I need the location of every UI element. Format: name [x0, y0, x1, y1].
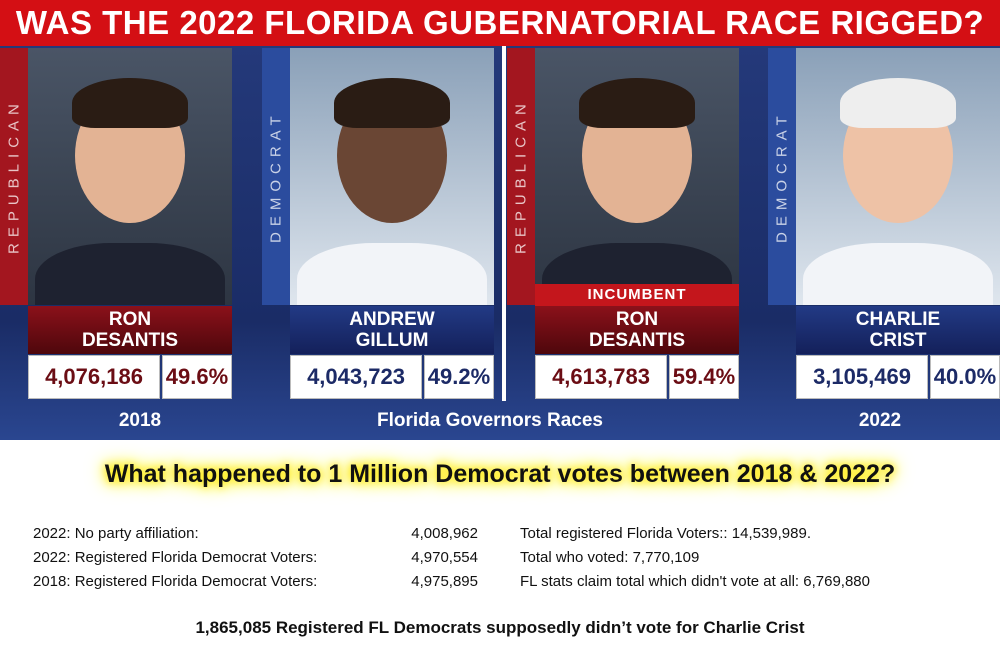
name-line: RON	[108, 309, 152, 330]
votes: 4,613,783	[535, 355, 667, 399]
percent: 49.6%	[162, 355, 232, 399]
name-line: DESANTIS	[81, 330, 179, 351]
incumbent-badge: INCUMBENT	[535, 284, 739, 306]
percent: 59.4%	[669, 355, 739, 399]
caption: Florida Governors Races	[377, 410, 603, 431]
stat-line: Total registered Florida Voters:: 14,539…	[520, 525, 812, 542]
percent: 49.2%	[424, 355, 494, 399]
votes: 4,076,186	[28, 355, 160, 399]
stat-value: 4,975,895	[411, 573, 478, 590]
party-strip: REPUBLICAN	[0, 48, 28, 305]
name-box: ANDREW GILLUM	[290, 306, 494, 354]
name-box: RON DESANTIS	[535, 306, 739, 354]
name-box: RON DESANTIS	[28, 306, 232, 354]
photo-hair	[334, 78, 450, 128]
stat-value: 4,970,554	[411, 549, 478, 566]
candidate-photo	[28, 48, 232, 305]
stat-value: 4,008,962	[411, 525, 478, 542]
photo-body	[35, 243, 225, 305]
photo-hair	[72, 78, 188, 128]
year-label: 2022	[858, 410, 902, 431]
stat-line: Total who voted: 7,770,109	[520, 549, 700, 566]
percent: 40.0%	[930, 355, 1000, 399]
title: WAS THE 2022 FLORIDA GUBERNATORIAL RACE …	[0, 0, 1000, 46]
party-strip: REPUBLICAN	[507, 48, 535, 305]
name-line: ANDREW	[349, 309, 435, 330]
party-strip: DEMOCRAT	[768, 48, 796, 305]
name-line: CRIST	[869, 330, 927, 351]
photo-body	[297, 243, 487, 305]
votes: 4,043,723	[290, 355, 422, 399]
stat-label: 2018: Registered Florida Democrat Voters…	[33, 573, 318, 590]
votes: 3,105,469	[796, 355, 928, 399]
photo-hair	[840, 78, 956, 128]
name-line: RON	[615, 309, 659, 330]
name-box: CHARLIE CRIST	[796, 306, 1000, 354]
stat-line: FL stats claim total which didn't vote a…	[520, 573, 870, 590]
footer: 1,865,085 Registered FL Democrats suppos…	[195, 618, 805, 637]
name-line: GILLUM	[355, 330, 429, 351]
candidate-photo	[535, 48, 739, 305]
candidate-photo	[290, 48, 494, 305]
question: What happened to 1 Million Democrat vote…	[104, 460, 896, 488]
stat-label: 2022: Registered Florida Democrat Voters…	[33, 549, 318, 566]
divider	[502, 46, 506, 401]
year-label: 2018	[118, 410, 162, 431]
photo-hair	[579, 78, 695, 128]
name-line: DESANTIS	[588, 330, 686, 351]
photo-body	[803, 243, 993, 305]
candidate-photo	[796, 48, 1000, 305]
stat-label: 2022: No party affiliation:	[33, 525, 199, 542]
name-line: CHARLIE	[855, 309, 941, 330]
party-strip: DEMOCRAT	[262, 48, 290, 305]
